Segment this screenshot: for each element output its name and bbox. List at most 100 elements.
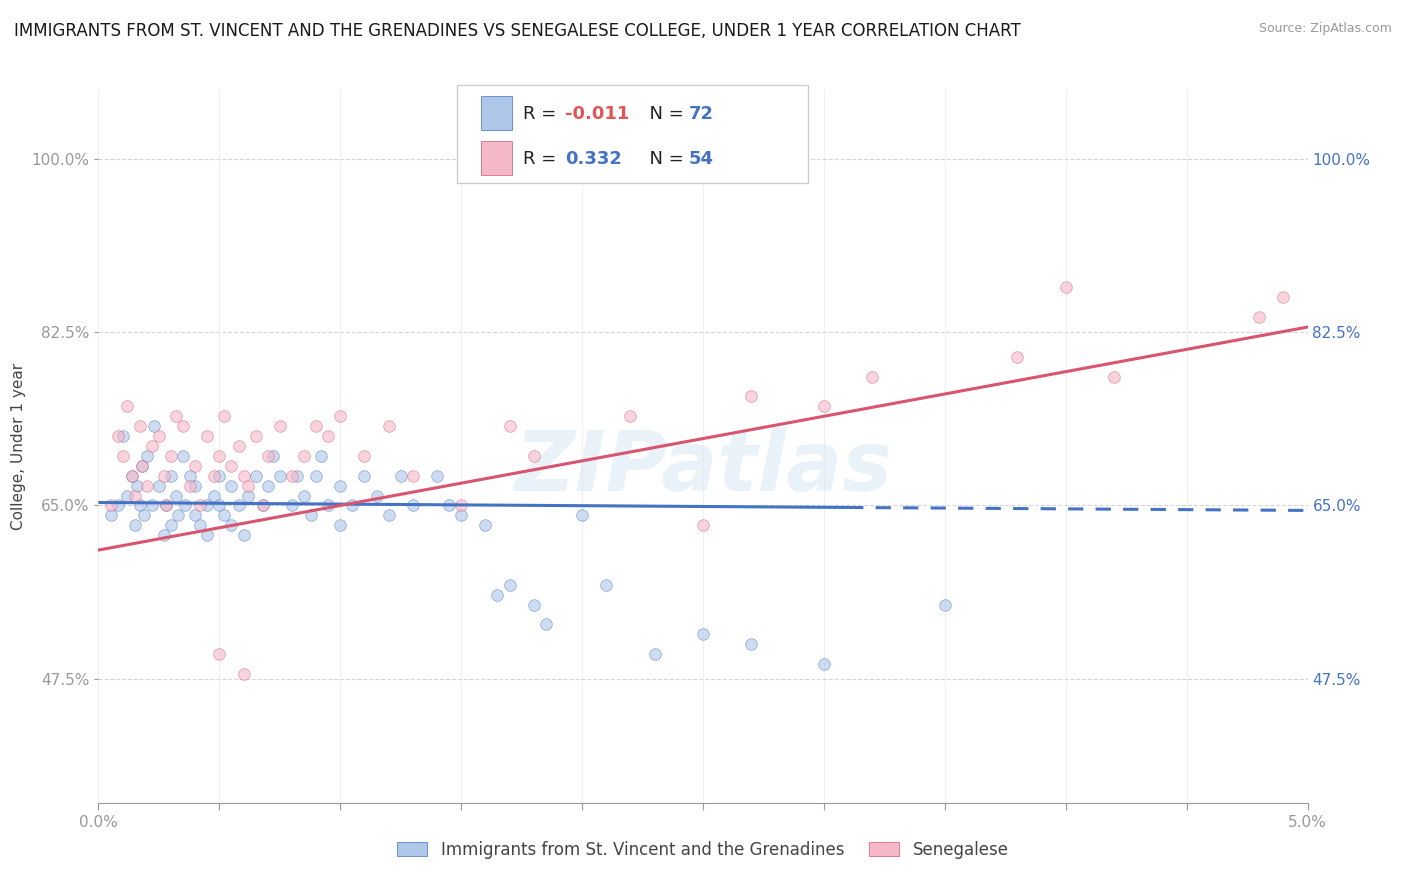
Point	[165, 409, 187, 424]
Point	[377, 419, 399, 434]
Point	[256, 449, 278, 463]
Point	[329, 478, 352, 492]
Point	[111, 449, 134, 463]
Point	[188, 518, 211, 533]
Point	[1102, 369, 1125, 384]
Point	[121, 468, 143, 483]
Text: R =: R =	[523, 150, 562, 168]
Point	[212, 508, 235, 523]
Point	[152, 528, 174, 542]
Point	[107, 499, 129, 513]
Point	[377, 508, 399, 523]
Point	[353, 449, 375, 463]
Point	[232, 528, 254, 542]
Point	[179, 468, 201, 483]
Point	[134, 508, 156, 523]
Point	[238, 489, 260, 503]
Point	[208, 449, 231, 463]
Point	[1054, 280, 1077, 294]
Point	[148, 429, 170, 443]
Point	[595, 578, 617, 592]
Point	[619, 409, 641, 424]
Point	[740, 637, 762, 651]
Point	[523, 449, 546, 463]
Point	[644, 647, 666, 661]
Text: IMMIGRANTS FROM ST. VINCENT AND THE GRENADINES VS SENEGALESE COLLEGE, UNDER 1 YE: IMMIGRANTS FROM ST. VINCENT AND THE GREN…	[14, 22, 1021, 40]
Point	[353, 468, 375, 483]
Point	[204, 468, 226, 483]
Text: ZIPatlas: ZIPatlas	[515, 427, 891, 508]
Point	[692, 627, 714, 641]
Point	[389, 468, 412, 483]
Point	[252, 499, 274, 513]
Point	[305, 468, 328, 483]
Point	[131, 458, 153, 473]
Point	[143, 419, 166, 434]
Point	[329, 518, 352, 533]
Point	[262, 449, 284, 463]
Point	[571, 508, 593, 523]
Point	[172, 449, 194, 463]
Point	[195, 528, 218, 542]
Point	[179, 478, 201, 492]
Point	[165, 489, 187, 503]
Point	[174, 499, 197, 513]
Text: 0.332: 0.332	[565, 150, 621, 168]
Point	[135, 478, 157, 492]
Point	[141, 439, 163, 453]
Point	[141, 499, 163, 513]
Point	[128, 499, 150, 513]
Text: -0.011: -0.011	[565, 105, 630, 123]
Point	[342, 499, 364, 513]
Point	[152, 468, 174, 483]
Point	[184, 478, 207, 492]
Point	[184, 508, 207, 523]
Point	[124, 518, 146, 533]
Point	[305, 419, 328, 434]
Point	[256, 478, 278, 492]
Point	[316, 499, 339, 513]
Point	[111, 429, 134, 443]
Point	[117, 489, 139, 503]
Point	[228, 439, 250, 453]
Point	[1249, 310, 1271, 325]
Point	[692, 518, 714, 533]
Point	[195, 429, 218, 443]
Point	[135, 449, 157, 463]
Point	[124, 489, 146, 503]
Point	[1007, 350, 1029, 364]
Point	[474, 518, 496, 533]
Point	[860, 369, 883, 384]
Point	[426, 468, 449, 483]
Point	[232, 468, 254, 483]
Point	[534, 617, 557, 632]
Point	[127, 478, 149, 492]
Point	[437, 499, 460, 513]
Point	[934, 598, 956, 612]
Legend: Immigrants from St. Vincent and the Grenadines, Senegalese: Immigrants from St. Vincent and the Gren…	[391, 835, 1015, 866]
Point	[160, 468, 183, 483]
Point	[813, 400, 835, 414]
Point	[221, 518, 243, 533]
Point	[269, 419, 291, 434]
Point	[498, 419, 520, 434]
Point	[155, 499, 177, 513]
Point	[221, 458, 243, 473]
Point	[402, 499, 425, 513]
Point	[184, 458, 207, 473]
Point	[329, 409, 352, 424]
Point	[281, 499, 304, 513]
Point	[813, 657, 835, 671]
Point	[309, 449, 332, 463]
Point	[366, 489, 388, 503]
Point	[188, 499, 211, 513]
Point	[208, 468, 231, 483]
Point	[107, 429, 129, 443]
Point	[121, 468, 143, 483]
Point	[402, 468, 425, 483]
Text: R =: R =	[523, 105, 562, 123]
Point	[1272, 290, 1295, 304]
Point	[172, 419, 194, 434]
Point	[281, 468, 304, 483]
Point	[245, 429, 267, 443]
